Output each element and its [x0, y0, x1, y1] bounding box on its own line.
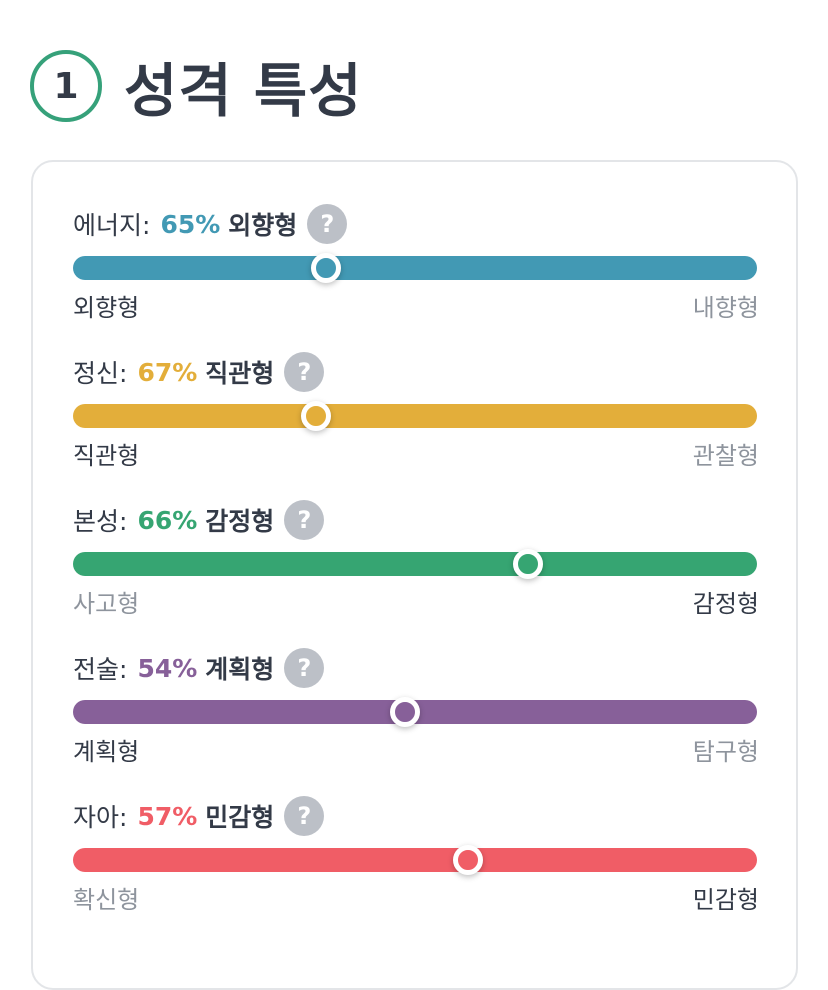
trait-energy: 에너지: 65% 외향형 ? 외향형 내향형 [73, 204, 759, 323]
help-icon[interactable]: ? [284, 352, 325, 392]
section-title: 성격 특성 [124, 57, 363, 125]
trait-bar [73, 549, 757, 579]
section-number-badge: 1 [30, 50, 102, 122]
trait-name: 전술: [73, 655, 128, 684]
trait-bar [73, 845, 757, 875]
trait-mind: 정신: 67% 직관형 ? 직관형 관찰형 [73, 352, 759, 471]
trait-percent: 54% [137, 653, 198, 683]
trait-right-label: 감정형 [692, 590, 759, 618]
help-icon[interactable]: ? [284, 796, 325, 836]
trait-marker [300, 401, 331, 431]
trait-percent: 65% [160, 209, 221, 239]
trait-marker [512, 549, 543, 579]
trait-right-label: 민감형 [692, 886, 759, 914]
trait-percent: 57% [137, 801, 198, 831]
trait-name: 에너지: [73, 211, 151, 240]
trait-bar [73, 697, 757, 727]
trait-name: 자아: [73, 803, 128, 832]
trait-marker [389, 697, 420, 727]
trait-type: 계획형 [205, 655, 275, 684]
trait-right-label: 탐구형 [692, 738, 759, 766]
trait-bar [73, 253, 757, 283]
trait-right-label: 내향형 [692, 294, 759, 322]
trait-type: 민감형 [205, 803, 275, 832]
trait-percent: 66% [137, 505, 198, 535]
trait-left-label: 사고형 [73, 590, 140, 618]
trait-name: 본성: [73, 507, 128, 536]
trait-percent: 67% [137, 357, 198, 387]
help-icon[interactable]: ? [307, 204, 348, 244]
trait-nature: 본성: 66% 감정형 ? 사고형 감정형 [73, 500, 759, 619]
trait-bar [73, 401, 757, 431]
trait-right-label: 관찰형 [692, 442, 759, 470]
trait-marker [311, 253, 342, 283]
trait-type: 감정형 [205, 507, 275, 536]
trait-left-label: 외향형 [73, 294, 140, 322]
trait-identity: 자아: 57% 민감형 ? 확신형 민감형 [73, 796, 759, 915]
trait-left-label: 직관형 [73, 442, 140, 470]
trait-name: 정신: [73, 359, 128, 388]
trait-left-label: 계획형 [73, 738, 140, 766]
help-icon[interactable]: ? [284, 648, 325, 688]
trait-type: 외향형 [228, 211, 298, 240]
section-header: 1 성격 특성 [30, 44, 363, 128]
trait-left-label: 확신형 [73, 886, 140, 914]
trait-marker [452, 845, 483, 875]
trait-type: 직관형 [205, 359, 275, 388]
trait-tactics: 전술: 54% 계획형 ? 계획형 탐구형 [73, 648, 759, 767]
traits-card: 에너지: 65% 외향형 ? 외향형 내향형 정신: 67% 직관형 ? 직관형… [31, 160, 798, 990]
help-icon[interactable]: ? [284, 500, 325, 540]
